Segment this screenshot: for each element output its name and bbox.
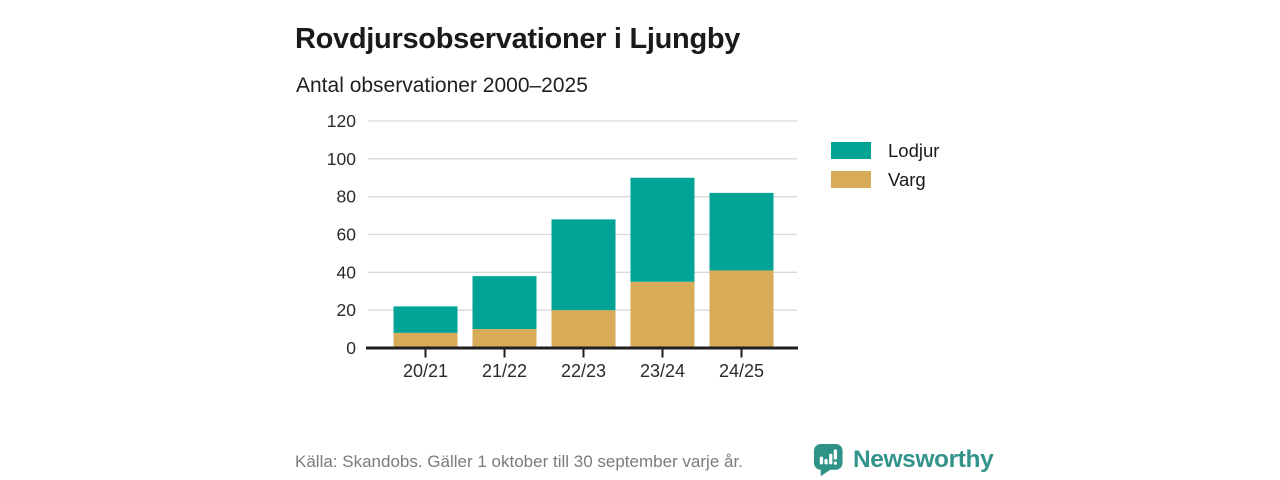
bar-segment xyxy=(551,310,616,348)
x-tick-label: 20/21 xyxy=(403,361,448,381)
legend-item-lodjur: Lodjur xyxy=(831,141,939,160)
bar-segment xyxy=(709,192,774,271)
x-tick-label: 24/25 xyxy=(719,361,764,381)
y-tick-label: 40 xyxy=(337,262,357,282)
chart-legend: Lodjur Varg xyxy=(831,141,939,189)
y-tick-label: 100 xyxy=(327,149,356,169)
source-note: Källa: Skandobs. Gäller 1 oktober till 3… xyxy=(295,452,743,471)
stacked-bar-chart: 0 20 40 60 80 100 120 20/21 21/22 22/23 23/24 24/25 xyxy=(300,100,820,400)
legend-label: Varg xyxy=(888,169,926,190)
y-tick-label: 120 xyxy=(327,111,356,131)
legend-label: Lodjur xyxy=(888,140,940,161)
varg-color-swatch xyxy=(831,171,871,188)
y-tick-label: 80 xyxy=(337,187,357,207)
bar-segment xyxy=(630,177,695,282)
bar-segment xyxy=(393,306,458,333)
x-tick-label: 21/22 xyxy=(482,361,527,381)
newsworthy-chart-bubble-icon xyxy=(812,442,845,478)
lodjur-color-swatch xyxy=(831,142,871,159)
newsworthy-logo: Newsworthy xyxy=(812,442,994,478)
y-tick-label: 0 xyxy=(346,338,356,358)
bar-segment xyxy=(393,332,458,348)
page-title: Rovdjursobservationer i Ljungby xyxy=(295,23,741,56)
chart-svg: 0 20 40 60 80 100 120 20/21 21/22 22/23 23/24 24/25 xyxy=(327,111,798,381)
y-tick-label: 60 xyxy=(337,225,357,245)
bar-segment xyxy=(551,219,616,311)
bar-segment xyxy=(709,270,774,348)
newsworthy-wordmark: Newsworthy xyxy=(853,446,994,473)
bar-segment xyxy=(630,281,695,348)
bar-segment xyxy=(472,276,537,330)
x-tick-label: 22/23 xyxy=(561,361,606,381)
chart-subtitle: Antal observationer 2000–2025 xyxy=(296,74,588,97)
y-tick-label: 20 xyxy=(337,300,357,320)
x-tick-label: 23/24 xyxy=(640,361,685,381)
legend-item-varg: Varg xyxy=(831,170,939,189)
bar-segment xyxy=(472,329,537,348)
